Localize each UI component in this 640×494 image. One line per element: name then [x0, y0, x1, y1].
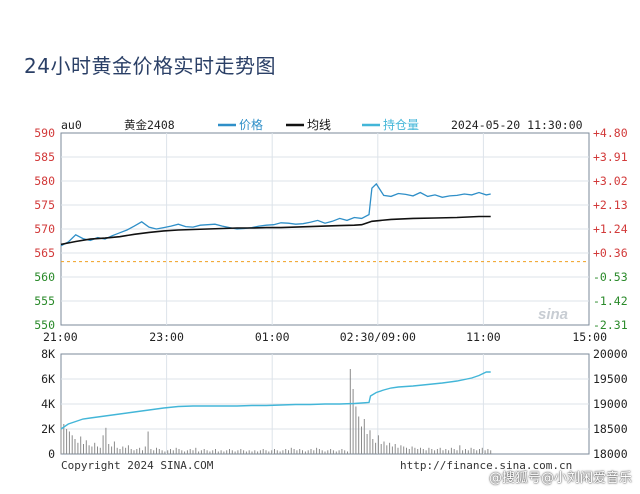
- price-y-ticks-left: 590 585 580 575 570 565 560 555 550: [34, 126, 55, 332]
- sina-logo: sina: [538, 306, 568, 323]
- y-tick-label: 575: [34, 198, 55, 212]
- volume-bars: [60, 369, 492, 454]
- timestamp: 2024-05-20 11:30:00: [451, 118, 583, 132]
- legend-oi[interactable]: 持仓量: [362, 117, 419, 132]
- y-tick-label: 585: [34, 150, 55, 164]
- y-tick-right-label: 18000: [593, 447, 628, 461]
- y-tick-label: 590: [34, 126, 55, 140]
- y-tick-label: 4K: [41, 397, 55, 411]
- y-tick-right-label: +2.13: [593, 198, 628, 212]
- volume-y-ticks-left: 8K 6K 4K 2K 0: [41, 347, 55, 461]
- y-tick-label: 570: [34, 222, 55, 236]
- y-tick-right-label: -1.42: [593, 294, 628, 308]
- y-tick-label: 2K: [41, 422, 55, 436]
- y-tick-label: 565: [34, 246, 55, 260]
- y-tick-right-label: 18500: [593, 422, 628, 436]
- y-tick-right-label: 20000: [593, 347, 628, 361]
- price-series: [60, 182, 491, 247]
- open-interest-line: [60, 371, 491, 430]
- price-x-ticks: 21:00 23:00 01:00 02:30/09:00 11:00 15:00: [43, 330, 607, 344]
- y-tick-label: 0: [48, 447, 55, 461]
- y-tick-right-label: 19000: [593, 397, 628, 411]
- oi-series: [60, 371, 491, 430]
- legend-avg[interactable]: 均线: [286, 118, 331, 132]
- page-title: 24小时黄金价格实时走势图: [24, 54, 276, 78]
- y-tick-label: 550: [34, 318, 55, 332]
- price-line: [60, 182, 491, 247]
- y-tick-label: 580: [34, 174, 55, 188]
- instrument-label: 黄金2408: [124, 118, 175, 132]
- y-tick-right-label: +3.91: [593, 150, 628, 164]
- y-tick-right-label: +3.02: [593, 174, 628, 188]
- y-tick-label: 6K: [41, 372, 55, 386]
- legend-avg-label: 均线: [307, 118, 331, 132]
- x-tick-label: 21:00: [43, 330, 78, 344]
- y-tick-label: 8K: [41, 347, 55, 361]
- y-tick-right-label: 19500: [593, 372, 628, 386]
- copyright: Copyright 2024 SINA.COM: [61, 459, 214, 472]
- y-tick-label: 560: [34, 270, 55, 284]
- y-tick-right-label: -2.31: [593, 318, 628, 332]
- watermark: @搜狐号@小刘闲爱音乐: [488, 471, 632, 486]
- price-chart: 590 585 580 575 570 565 560 555 550 +4.80 +3.91 +3…: [34, 126, 627, 344]
- y-tick-right-label: -0.53: [593, 270, 628, 284]
- y-tick-right-label: +1.24: [593, 222, 628, 236]
- x-tick-label: 15:00: [572, 330, 607, 344]
- x-tick-label: 11:00: [466, 330, 501, 344]
- legend-oi-label: 持仓量: [383, 117, 419, 132]
- legend-price-label: 价格: [239, 117, 263, 132]
- price-gridlines: [61, 133, 589, 325]
- x-tick-label: 01:00: [255, 330, 290, 344]
- symbol-label: au0: [61, 118, 82, 132]
- oi-y-ticks-right: 20000 19500 19000 18500 18000: [593, 347, 628, 461]
- price-y-ticks-right: +4.80 +3.91 +3.02 +2.13 +1.24 +0.36 -0.53 -1.42…: [593, 126, 628, 332]
- legend-price[interactable]: 价格: [218, 117, 263, 132]
- average-line: [60, 215, 491, 246]
- volume-chart: 8K 6K 4K 2K 0 20000 19500 19000 18500 18000: [41, 347, 628, 461]
- y-tick-right-label: +4.80: [593, 126, 628, 140]
- y-tick-label: 555: [34, 294, 55, 308]
- source-url[interactable]: http://finance.sina.com.cn: [400, 459, 572, 472]
- x-tick-label: 02:30/09:00: [340, 330, 416, 344]
- x-tick-label: 23:00: [149, 330, 184, 344]
- y-tick-right-label: +0.36: [593, 246, 628, 260]
